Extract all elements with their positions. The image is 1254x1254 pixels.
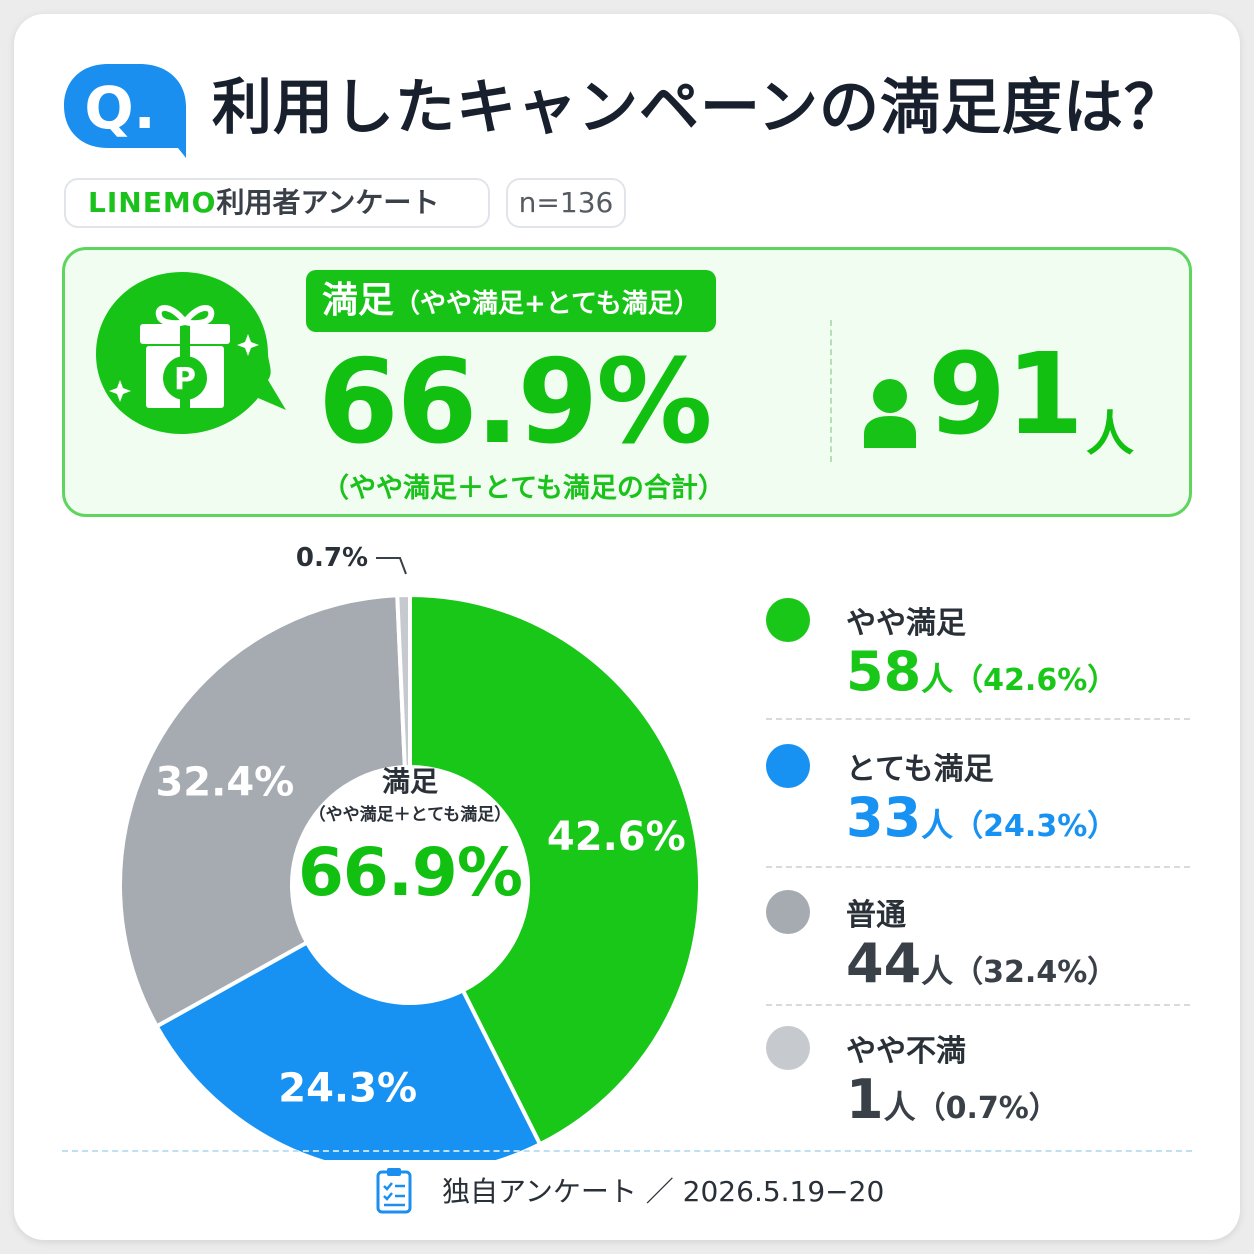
legend-divider [766, 1004, 1190, 1006]
satisfied-pill: 満足（やや満足+とても満足） [306, 270, 716, 332]
svg-text:P: P [174, 362, 196, 397]
satisfied-note: （やや満足＋とても満足の合計） [322, 473, 725, 504]
legend-percent: （42.6%） [953, 663, 1118, 698]
legend-percent: （32.4%） [953, 955, 1118, 990]
legend-count: 33 [846, 786, 922, 849]
legend-label: やや不満 [846, 1034, 966, 1069]
slice-leader-line [376, 557, 407, 575]
legend-value: 44人（32.4%） [846, 932, 1117, 995]
donut-hole [294, 769, 526, 1001]
pill-sub-label: （やや満足+とても満足） [394, 289, 700, 319]
slice-very-satisfied [154, 939, 543, 1160]
legend-dot [766, 1026, 810, 1070]
svg-text:Q.: Q. [84, 74, 155, 142]
legend-unit: 人 [883, 1088, 916, 1126]
donut-chart: 42.6% 24.3% 32.4% 0.7% [118, 543, 702, 1160]
slice-label: 42.6% [547, 814, 686, 860]
footer-divider [62, 1150, 1192, 1152]
legend-count: 44 [846, 932, 922, 995]
pill-main-label: 満足 [322, 280, 395, 321]
satisfied-count-unit: 人 [1086, 406, 1135, 462]
donut-center-title: 満足 [381, 765, 438, 798]
satisfied-count: 91 [928, 330, 1084, 460]
legend-value: 1人（0.7%） [846, 1068, 1059, 1131]
legend-dot [766, 744, 810, 788]
legend-count: 1 [846, 1068, 884, 1131]
legend-divider [766, 718, 1190, 720]
sample-size-tag: n=136 [506, 178, 626, 228]
legend-unit: 人 [921, 660, 954, 698]
legend-label: 普通 [846, 898, 906, 933]
legend-percent: （0.7%） [915, 1091, 1059, 1126]
survey-label: 利用者アンケート [216, 186, 440, 219]
slice-somewhat-dissatisfied [395, 592, 412, 770]
slice-somewhat-satisfied [408, 592, 702, 1147]
slice-label: 0.7% [296, 543, 368, 573]
legend-count: 58 [846, 640, 922, 703]
legend-item-neutral: 普通 44人（32.4%） [766, 890, 1190, 1000]
summary-divider [830, 320, 832, 462]
legend-value: 58人（42.6%） [846, 640, 1117, 703]
legend-dot [766, 598, 810, 642]
slice-neutral [118, 593, 407, 1030]
survey-tag: LINEMO利用者アンケート [64, 178, 490, 228]
legend-item-somewhat-satisfied: やや満足 58人（42.6%） [766, 598, 1190, 708]
legend-unit: 人 [921, 952, 954, 990]
slice-label: 32.4% [155, 760, 294, 806]
legend-percent: （24.3%） [953, 809, 1118, 844]
page-title: 利用したキャンペーンの満足度は？ [212, 73, 1185, 143]
legend-item-somewhat-dissatisfied: やや不満 1人（0.7%） [766, 1026, 1190, 1136]
legend-label: やや満足 [846, 606, 966, 641]
legend-divider [766, 866, 1190, 868]
donut-center-sub: （やや満足＋とても満足） [308, 805, 512, 825]
footer-source: 独自アンケート ／ 2026.5.19−20 [442, 1175, 885, 1208]
q-badge-icon: Q. [64, 64, 186, 158]
legend-value: 33人（24.3%） [846, 786, 1117, 849]
brand-label: LINEMO [88, 186, 217, 219]
legend-unit: 人 [921, 806, 954, 844]
clipboard-icon [376, 1168, 412, 1214]
legend-item-very-satisfied: とても満足 33人（24.3%） [766, 744, 1190, 854]
satisfied-percent: 66.9% [318, 335, 712, 470]
gift-p-icon: P [96, 272, 286, 434]
slice-label: 24.3% [278, 1066, 417, 1112]
legend-dot [766, 890, 810, 934]
legend-label: とても満足 [846, 752, 994, 787]
person-icon [864, 379, 916, 448]
donut-center-percent: 66.9% [298, 834, 523, 911]
